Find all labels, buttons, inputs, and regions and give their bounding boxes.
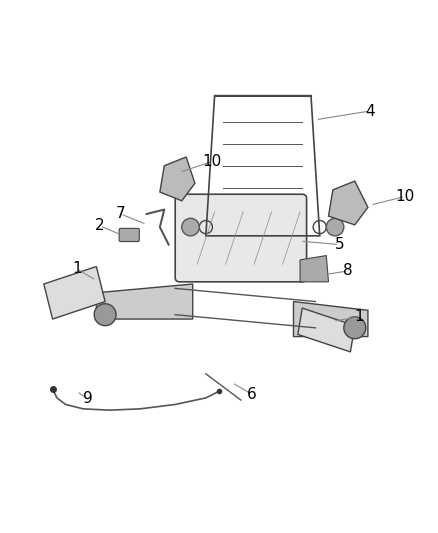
Circle shape bbox=[344, 317, 366, 339]
Circle shape bbox=[326, 219, 344, 236]
Text: 2: 2 bbox=[95, 219, 105, 233]
Text: 7: 7 bbox=[116, 206, 125, 221]
Text: 4: 4 bbox=[365, 103, 375, 118]
Text: 10: 10 bbox=[396, 189, 415, 204]
Polygon shape bbox=[298, 308, 355, 352]
Polygon shape bbox=[96, 284, 193, 319]
Text: 1: 1 bbox=[72, 261, 81, 276]
Text: 9: 9 bbox=[83, 391, 92, 406]
FancyBboxPatch shape bbox=[175, 194, 307, 282]
Polygon shape bbox=[44, 266, 105, 319]
FancyBboxPatch shape bbox=[119, 229, 139, 241]
Text: 1: 1 bbox=[354, 309, 364, 325]
Text: 6: 6 bbox=[247, 387, 257, 402]
Circle shape bbox=[94, 304, 116, 326]
Polygon shape bbox=[293, 302, 368, 336]
Text: 8: 8 bbox=[343, 263, 353, 278]
Circle shape bbox=[182, 219, 199, 236]
Text: 5: 5 bbox=[335, 237, 344, 252]
Text: 10: 10 bbox=[203, 154, 222, 169]
Polygon shape bbox=[160, 157, 195, 201]
Polygon shape bbox=[300, 255, 328, 282]
Polygon shape bbox=[328, 181, 368, 225]
